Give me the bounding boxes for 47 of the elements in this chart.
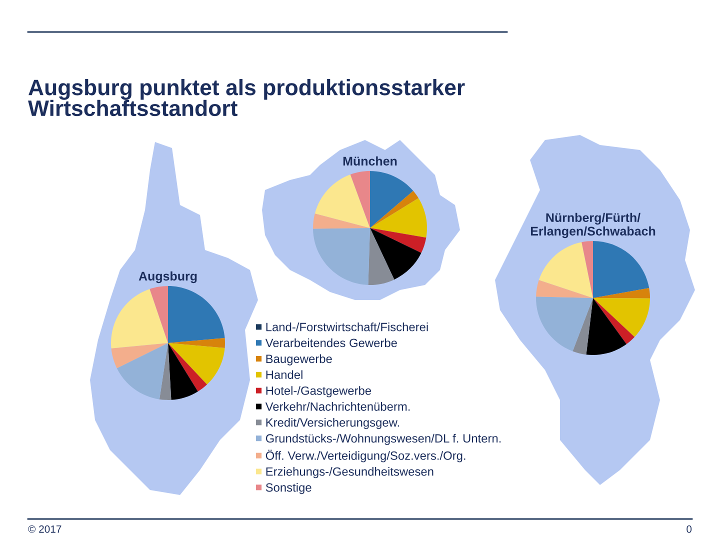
pie-slice [370,228,426,253]
pie-slice [168,343,198,400]
pie-slice [111,343,168,368]
legend-label: Sonstige [266,482,312,494]
pie-slice [168,343,208,392]
legend-label: Baugewerbe [266,354,332,366]
legend-label: Handel [266,370,302,379]
pie-slice [313,213,370,229]
pie-slice [314,174,370,228]
pie-slice [582,241,593,298]
pie-slice [313,228,370,285]
pie-slice [536,280,593,298]
text: © 2017 [28,525,62,533]
pie-slice [370,190,419,228]
legend-label: Verarbeitendes Gewerbe [265,338,397,348]
pie-slice [370,228,422,280]
legend-label: Erziehungs-/Gesundheitswesen [266,467,434,478]
pie-slice [536,296,593,352]
pie-slice [168,343,225,385]
pie-slice [593,241,650,298]
pie-slice [159,343,172,400]
pie-slice [150,286,168,343]
pie-slice [572,298,593,355]
legend-label: Verkehr/Nachrichtenüberm. [265,402,410,411]
chart-title: Augsburg [138,271,197,284]
pie-slice [368,228,394,285]
chart-title: München [343,156,397,166]
legend-label: Öff. Verw./Verteidigung/Soz.vers./Org. [266,450,466,462]
pie-slice [116,343,168,400]
legend-label: Kredit/Versicherungsgew. [266,418,400,430]
pie-slice [350,171,370,228]
pie-slice [586,298,627,355]
pie-slice [538,242,593,298]
pie-slice [593,288,650,298]
legend-label: Land-/Forstwirtschaft/Fischerei [266,322,428,332]
pie-slice [593,298,635,344]
text: 0 [686,525,692,533]
pie-slice [168,286,225,343]
legend-label: Grundstücks-/Wohnungswesen/DL f. Untern. [266,434,501,445]
pie-slice [370,198,427,238]
chart-title: Nürnberg/Fürth/ Erlangen/Schwabach [530,212,656,238]
pie-slice [111,289,168,348]
text: Augsburg punktet als produktionsstarker Wirtschaftsstandort [28,79,465,116]
legend-label: Hotel-/Gastgewerbe [266,386,372,398]
pie-slice [168,338,225,348]
pie-slice [370,171,414,228]
pie-slice [593,298,650,338]
